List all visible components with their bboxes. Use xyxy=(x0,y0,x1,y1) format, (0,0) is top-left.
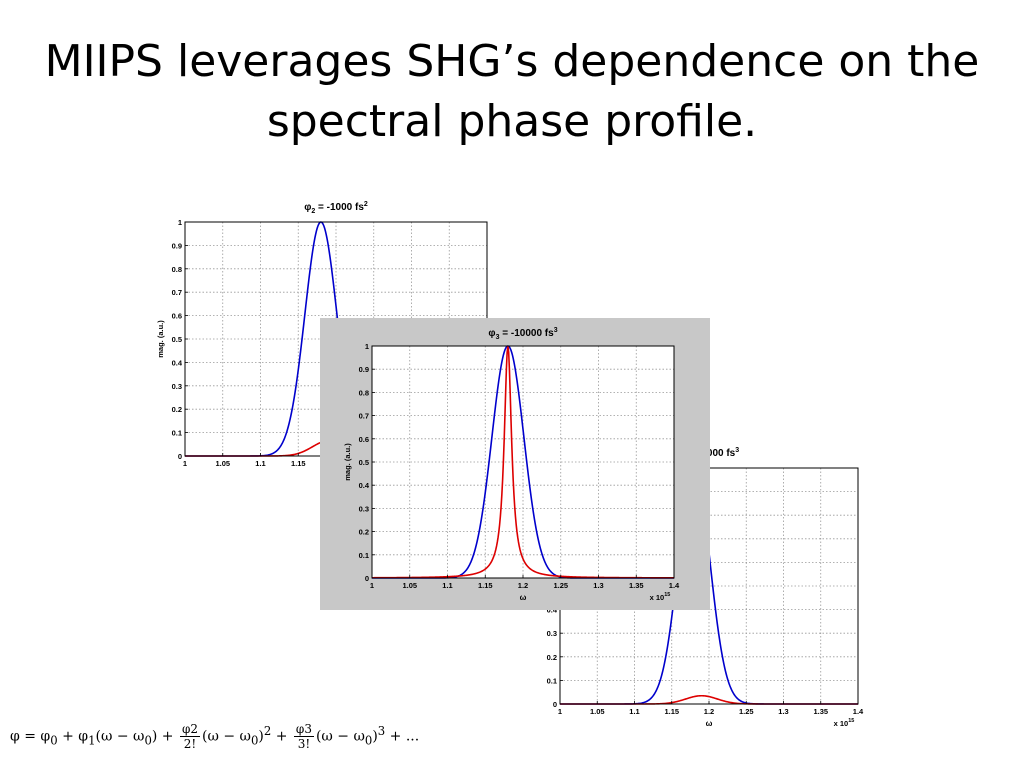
eq-frac-den: 2! xyxy=(183,737,197,751)
title-symbol: φ xyxy=(304,202,311,213)
x-tick-label: 1.1 xyxy=(442,581,452,590)
eq-sub: 0 xyxy=(250,733,259,748)
eq-sub: 0 xyxy=(50,733,58,748)
eq-sup: 2 xyxy=(263,723,272,738)
x-tick-label: 1.4 xyxy=(853,707,864,716)
x-axis-label: ω xyxy=(706,719,713,728)
x-multiplier-exponent: 15 xyxy=(848,718,854,724)
eq-part: + xyxy=(271,728,292,745)
x-tick-label: 1.15 xyxy=(478,581,493,590)
x-multiplier-base: x 10 xyxy=(650,593,665,602)
title-superscript: 3 xyxy=(735,447,739,454)
y-tick-label: 0.7 xyxy=(359,412,369,421)
x-tick-label: 1.05 xyxy=(402,581,417,590)
y-tick-label: 0.3 xyxy=(359,504,369,513)
x-tick-label: 1 xyxy=(370,581,374,590)
x-axis-label: ω xyxy=(520,593,527,602)
y-tick-label: 0.2 xyxy=(172,405,182,414)
y-tick-label: 0.6 xyxy=(359,435,369,444)
eq-frac-den: 3! xyxy=(297,737,311,751)
x-tick-label: 1.25 xyxy=(553,581,568,590)
eq-fraction-phi2: φ2 2! xyxy=(179,722,201,751)
eq-fraction-phi3: φ3 3! xyxy=(293,722,314,751)
y-tick-label: 0.3 xyxy=(547,629,557,638)
y-tick-label: 0.4 xyxy=(359,481,370,490)
eq-part: φ = φ xyxy=(10,728,51,745)
x-tick-label: 1.25 xyxy=(739,707,754,716)
eq-frac-num: φ3 xyxy=(293,722,314,737)
eq-frac-num: φ2 xyxy=(179,722,201,737)
slide-title: MIIPS leverages SHG’s dependence on the … xyxy=(44,36,980,147)
eq-part: (ω − ω xyxy=(202,728,251,745)
y-tick-label: 0.4 xyxy=(547,606,558,615)
y-tick-label: 0.8 xyxy=(172,265,182,274)
y-tick-label: 0.5 xyxy=(172,335,182,344)
eq-sub: 0 xyxy=(364,733,373,748)
y-tick-label: 0.1 xyxy=(547,676,557,685)
x-tick-label: 1.15 xyxy=(664,707,679,716)
y-tick-label: 0.2 xyxy=(547,653,557,662)
y-tick-label: 0 xyxy=(553,700,557,709)
phase-expansion-equation: φ = φ0 + φ1(ω − ω0) + φ2 2! (ω − ω0)2 + φ3… xyxy=(10,722,419,751)
x-tick-label: 1.35 xyxy=(629,581,644,590)
x-tick-label: 1.1 xyxy=(255,459,265,468)
x-tick-label: 1.15 xyxy=(291,459,306,468)
x-tick-label: 1.05 xyxy=(215,459,230,468)
eq-part: + φ xyxy=(57,728,89,745)
chart-phi3-minus-10000: 1 1.05 1.1 1.15 1.2 1.25 1.3 1.35 1.4 0 0.1 0.2 0.3 0… xyxy=(320,318,710,610)
y-tick-label: 0 xyxy=(365,574,369,583)
eq-part: ) xyxy=(258,728,264,745)
title-superscript: 3 xyxy=(554,327,558,334)
title-subscript: 2 xyxy=(311,208,315,215)
y-tick-label: 0.3 xyxy=(172,382,182,391)
eq-part: (ω − ω xyxy=(315,728,365,745)
title-subscript: 3 xyxy=(496,334,500,341)
y-tick-label: 0.9 xyxy=(172,241,182,250)
y-tick-label: 1 xyxy=(365,342,369,351)
y-tick-label: 0.6 xyxy=(172,312,182,321)
y-tick-label: 0.9 xyxy=(359,365,369,374)
eq-part: ) xyxy=(372,728,378,745)
eq-sub: 0 xyxy=(144,733,152,748)
eq-part: ) + xyxy=(151,728,178,745)
x-tick-label: 1.05 xyxy=(590,707,605,716)
x-tick-label: 1.1 xyxy=(629,707,639,716)
x-multiplier-exponent: 15 xyxy=(664,592,670,598)
eq-sup: 3 xyxy=(377,723,386,738)
x-multiplier-label: x 1015 xyxy=(650,592,671,602)
title-superscript: 2 xyxy=(364,201,368,208)
title-text: = -1000 fs xyxy=(315,202,364,213)
y-tick-label: 0 xyxy=(178,452,182,461)
chart-title: φ3 = -10000 fs3 xyxy=(488,327,557,341)
title-text: = -10000 fs xyxy=(499,328,554,339)
y-tick-label: 0.5 xyxy=(359,458,369,467)
y-tick-label: 1 xyxy=(178,218,182,227)
y-tick-label: 0.4 xyxy=(172,358,183,367)
chart-phi3-minus-svg: 1 1.05 1.1 1.15 1.2 1.25 1.3 1.35 1.4 0 0.1 0.2 0.3 0… xyxy=(343,327,680,602)
eq-sub: 1 xyxy=(88,733,96,748)
title-text: = 8000 fs xyxy=(690,448,736,459)
y-tick-label: 0.2 xyxy=(359,528,369,537)
title-symbol: φ xyxy=(488,328,495,339)
x-tick-label: 1.3 xyxy=(778,707,788,716)
x-tick-label: 1.2 xyxy=(518,581,528,590)
eq-part: + ... xyxy=(385,728,420,745)
x-multiplier-label: x 1015 xyxy=(834,718,855,728)
x-tick-label: 1 xyxy=(558,707,562,716)
y-axis-label: mag. (a.u.) xyxy=(156,320,165,358)
y-tick-label: 0.1 xyxy=(172,429,182,438)
x-tick-label: 1 xyxy=(183,459,187,468)
y-axis-label: mag. (a.u.) xyxy=(343,443,352,481)
y-tick-label: 0.8 xyxy=(359,388,369,397)
eq-part: (ω − ω xyxy=(95,728,145,745)
chart-title: φ2 = -1000 fs2 xyxy=(304,201,368,215)
x-tick-label: 1.4 xyxy=(669,581,680,590)
y-tick-label: 0.7 xyxy=(172,288,182,297)
x-tick-label: 1.35 xyxy=(813,707,828,716)
y-tick-label: 0.1 xyxy=(359,551,369,560)
x-tick-label: 1.3 xyxy=(593,581,603,590)
x-multiplier-base: x 10 xyxy=(834,719,849,728)
x-tick-label: 1.2 xyxy=(704,707,714,716)
